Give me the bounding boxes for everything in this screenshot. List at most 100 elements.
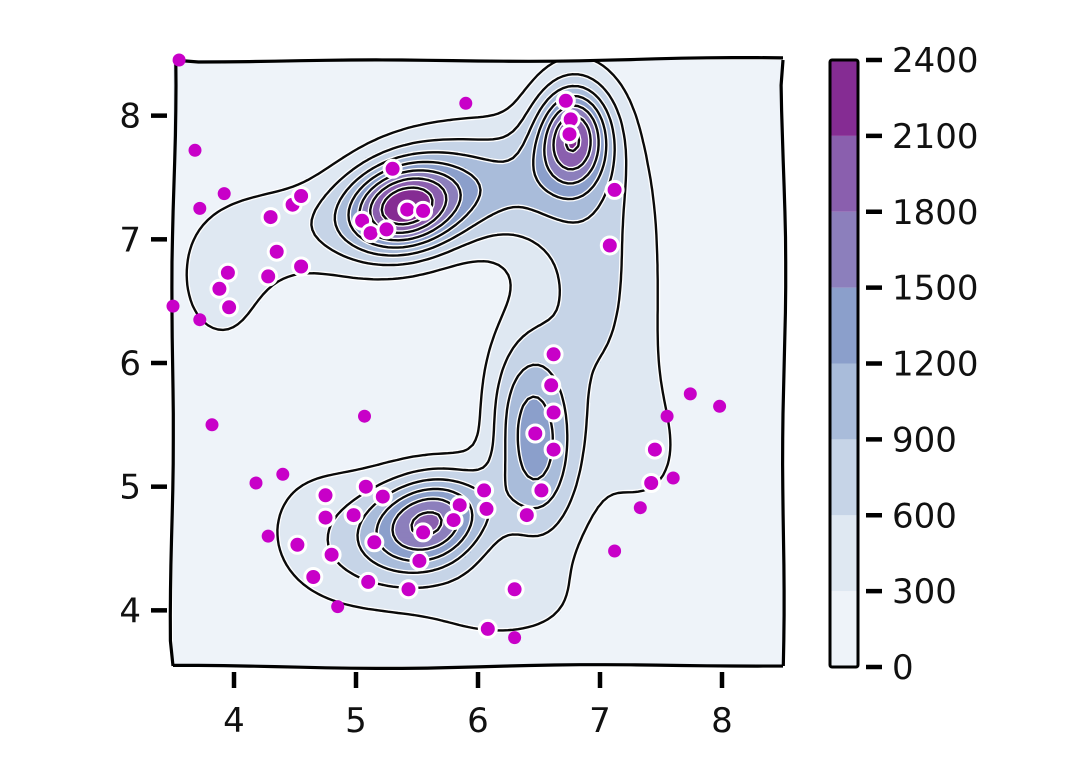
scatter-points (166, 53, 727, 645)
density-fill (173, 60, 783, 666)
scatter-point (358, 571, 379, 592)
scatter-point (355, 476, 376, 497)
scatter-point (543, 402, 564, 423)
scatter-point (209, 278, 230, 299)
scatter-point (397, 199, 418, 220)
scatter-point (409, 550, 430, 571)
scatter-point (525, 423, 546, 444)
scatter-point (364, 532, 385, 553)
scatter-point (559, 124, 580, 145)
x-tick-label: 4 (223, 701, 245, 741)
scatter-point (555, 90, 576, 111)
scatter-point (372, 486, 393, 507)
scatter-point (644, 439, 665, 460)
plot-area (166, 53, 788, 670)
scatter-point (604, 179, 625, 200)
scatter-point (315, 485, 336, 506)
scatter-point (543, 439, 564, 460)
x-tick-label: 6 (467, 701, 489, 741)
scatter-point (382, 158, 403, 179)
colorbar-tick-label: 0 (892, 648, 914, 688)
scatter-point (660, 409, 674, 423)
colorbar-tick-label: 1200 (892, 345, 979, 385)
scatter-point (474, 480, 495, 501)
colorbar-tick-label: 1500 (892, 269, 979, 309)
scatter-point (360, 223, 381, 244)
scatter-point (260, 207, 281, 228)
scatter-point (683, 387, 697, 401)
scatter-point (217, 262, 238, 283)
scatter-point (219, 297, 240, 318)
scatter-point (413, 522, 434, 543)
plot-frame (168, 56, 788, 670)
colorbar-swatch (830, 287, 858, 364)
scatter-point (599, 235, 620, 256)
scatter-point (459, 96, 473, 110)
colorbar-swatch (830, 363, 858, 440)
contour-lines (184, 60, 673, 633)
scatter-point (188, 143, 202, 157)
scatter-point (476, 498, 497, 519)
y-axis: 4 5 6 7 8 (119, 97, 167, 631)
y-tick-label: 6 (119, 344, 141, 384)
scatter-point (261, 529, 275, 543)
x-tick-label: 5 (345, 701, 367, 741)
scatter-point (303, 567, 324, 587)
scatter-point (477, 618, 498, 639)
scatter-point (217, 187, 231, 201)
colorbar-swatch (830, 515, 858, 592)
scatter-point (193, 201, 207, 215)
contour-line-300 (185, 60, 672, 632)
scatter-point (443, 510, 464, 531)
contour-line-900 (333, 84, 616, 574)
scatter-point (543, 344, 564, 365)
scatter-point (276, 467, 290, 481)
colorbar-swatch (830, 135, 858, 212)
scatter-point (205, 418, 219, 432)
scatter-point (193, 313, 207, 327)
scatter-point (504, 579, 525, 600)
colorbar-tick-label: 900 (892, 420, 957, 460)
scatter-point (343, 505, 364, 526)
colorbar-swatch (830, 439, 858, 516)
scatter-point (666, 471, 680, 485)
scatter-point (258, 266, 279, 287)
scatter-point (541, 375, 562, 396)
scatter-point (508, 631, 522, 645)
scatter-point (331, 600, 345, 614)
colorbar-swatch (830, 591, 858, 667)
scatter-point (321, 544, 342, 565)
scatter-point (291, 186, 312, 206)
scatter-point (249, 476, 263, 490)
scatter-point (531, 480, 552, 501)
scatter-point (398, 579, 419, 600)
x-tick-label: 8 (711, 701, 733, 741)
colorbar-tick-label: 600 (892, 496, 957, 536)
scatter-point (413, 200, 434, 221)
scatter-point (376, 219, 397, 240)
colorbar-tick-label: 300 (892, 572, 957, 612)
y-tick-label: 7 (119, 220, 141, 260)
scatter-point (166, 299, 180, 313)
scatter-point (608, 544, 622, 558)
scatter-point (172, 53, 186, 67)
scatter-point (633, 501, 647, 515)
x-axis: 4 5 6 7 8 (223, 672, 733, 741)
colorbar: 0 300 600 900 1200 1500 1800 2100 2400 (828, 41, 979, 688)
y-tick-label: 4 (119, 591, 141, 631)
scatter-point (641, 473, 662, 493)
colorbar-tick-label: 2100 (892, 117, 979, 157)
scatter-point (287, 534, 308, 555)
colorbar-tick-label: 1800 (892, 193, 979, 233)
colorbar-swatch (830, 211, 858, 288)
y-tick-label: 5 (119, 468, 141, 508)
scatter-point (713, 399, 727, 413)
colorbar-frame (828, 58, 860, 669)
scatter-point (516, 505, 537, 526)
x-tick-label: 7 (589, 701, 611, 741)
scatter-point (358, 409, 371, 423)
colorbar-tick-label: 2400 (892, 41, 979, 81)
scatter-point (291, 256, 312, 277)
colorbar-swatch (830, 60, 858, 136)
